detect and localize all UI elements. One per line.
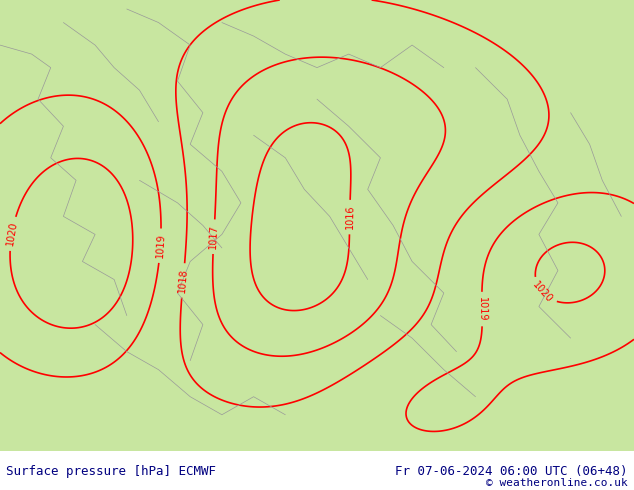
Text: 1018: 1018 <box>177 268 189 293</box>
Text: Fr 07-06-2024 06:00 UTC (06+48): Fr 07-06-2024 06:00 UTC (06+48) <box>395 465 628 478</box>
Text: 1020: 1020 <box>5 220 19 246</box>
Text: 1017: 1017 <box>208 224 219 249</box>
Text: Surface pressure [hPa] ECMWF: Surface pressure [hPa] ECMWF <box>6 465 216 478</box>
Text: 1016: 1016 <box>344 205 355 229</box>
Text: © weatheronline.co.uk: © weatheronline.co.uk <box>486 478 628 488</box>
Text: 1019: 1019 <box>155 233 166 258</box>
Text: 1019: 1019 <box>477 297 487 321</box>
Text: 1020: 1020 <box>531 280 554 305</box>
